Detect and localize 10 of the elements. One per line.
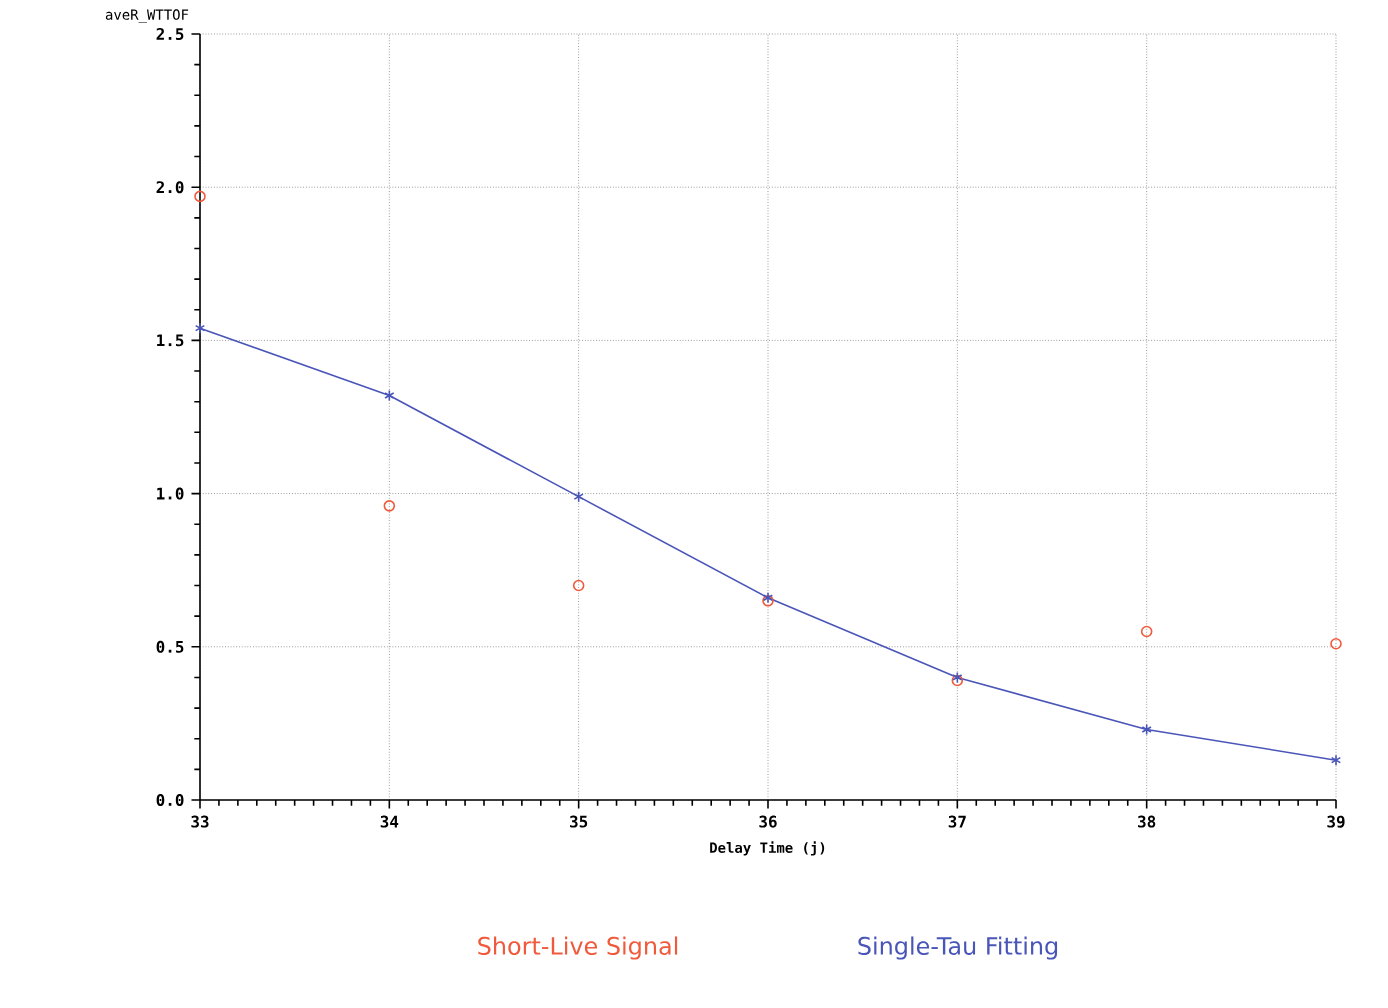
point — [573, 490, 584, 503]
point — [384, 389, 395, 402]
point — [383, 500, 396, 512]
text: Short-Live Signal — [478, 936, 678, 960]
point — [1141, 723, 1152, 736]
point — [572, 579, 585, 592]
point — [1330, 637, 1342, 650]
point — [194, 190, 206, 203]
point — [1140, 625, 1153, 638]
text: Single-Tau Fitting — [858, 936, 1058, 960]
